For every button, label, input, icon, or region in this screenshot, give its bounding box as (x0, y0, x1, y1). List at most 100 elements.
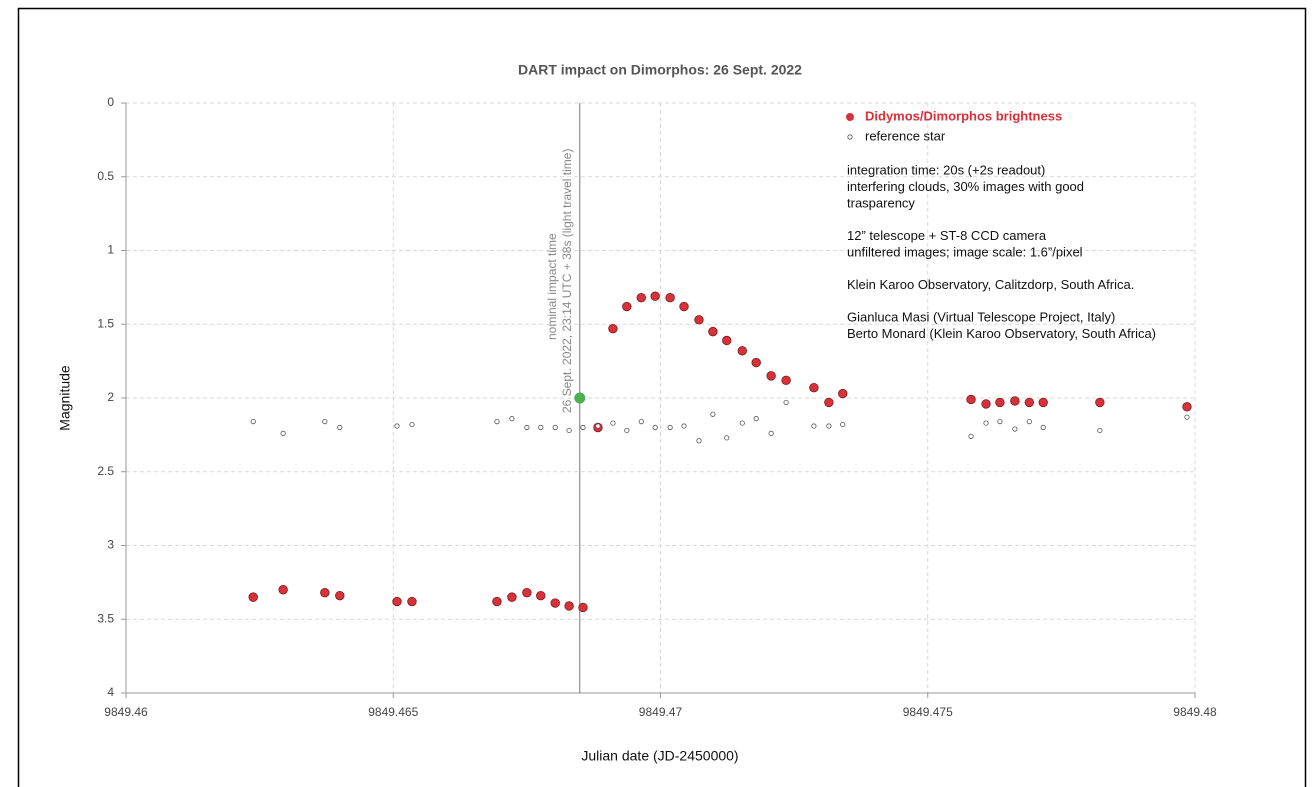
y-tick-label: 3.5 (97, 611, 114, 625)
note-line: interfering clouds, 30% images with good (847, 179, 1084, 194)
impact-annotation: nominal impact time (545, 233, 559, 340)
y-tick-label: 1 (107, 243, 114, 257)
reference-point (826, 423, 832, 429)
brightness-point (708, 326, 718, 337)
y-tick-label: 0 (107, 95, 114, 109)
brightness-point (766, 371, 776, 381)
brightness-point (1010, 396, 1020, 406)
reference-point (681, 423, 687, 429)
legend-marker (847, 134, 853, 140)
y-tick-label: 1.5 (97, 316, 114, 330)
reference-point (710, 411, 716, 417)
reference-point (652, 424, 658, 431)
reference-point (768, 430, 774, 436)
reference-point (983, 420, 989, 426)
reference-point (783, 399, 789, 406)
reference-point (595, 423, 601, 429)
brightness-point (694, 315, 704, 325)
note-line: trasparency (847, 195, 915, 210)
note-line: integration time: 20s (+2s readout) (847, 162, 1045, 177)
reference-point (1040, 424, 1046, 431)
brightness-point (981, 399, 991, 409)
reference-point (580, 424, 586, 431)
brightness-point (636, 293, 646, 303)
brightness-point (564, 601, 574, 611)
brightness-point (407, 596, 417, 607)
x-tick-label: 9849.46 (104, 705, 148, 719)
reference-point (538, 424, 544, 431)
y-tick-label: 2.5 (97, 464, 114, 478)
brightness-point (679, 301, 689, 312)
brightness-point (650, 291, 660, 301)
brightness-point (1038, 397, 1048, 408)
reference-point (724, 435, 730, 441)
x-tick-label: 9849.48 (1173, 705, 1217, 719)
reference-point (624, 427, 630, 434)
legend-marker (846, 113, 854, 121)
reference-point (753, 416, 759, 422)
reference-point (1026, 418, 1032, 425)
brightness-point (522, 588, 532, 598)
brightness-point (737, 346, 747, 356)
brightness-point (608, 323, 618, 334)
brightness-point (722, 335, 732, 346)
note-line: unfiltered images; image scale: 1.6”/pix… (847, 244, 1083, 259)
brightness-point (392, 596, 402, 607)
reference-point (552, 424, 558, 431)
x-tick-label: 9849.47 (639, 705, 683, 719)
brightness-point (578, 602, 588, 613)
note-line: Klein Karoo Observatory, Calitzdorp, Sou… (847, 277, 1134, 292)
reference-point (409, 421, 415, 428)
reference-point (494, 418, 500, 425)
reference-point (524, 424, 530, 431)
brightness-point (751, 357, 761, 368)
brightness-point (1182, 402, 1192, 412)
note-line: 12” telescope + ST-8 CCD camera (847, 228, 1047, 243)
brightness-point (622, 301, 632, 312)
y-axis-label: Magnitude (57, 365, 73, 431)
brightness-point (1095, 397, 1105, 408)
brightness-point (278, 585, 288, 595)
brightness-point (824, 397, 834, 408)
brightness-point (995, 397, 1005, 408)
brightness-point (507, 592, 517, 602)
legend-label: Didymos/Dimorphos brightness (865, 108, 1062, 123)
reference-point (739, 420, 745, 426)
chart-title: DART impact on Dimorphos: 26 Sept. 2022 (518, 62, 802, 78)
brightness-point (809, 382, 819, 393)
reference-point (1012, 426, 1018, 432)
brightness-point (838, 388, 848, 399)
reference-point (638, 418, 644, 425)
reference-point (667, 424, 673, 431)
brightness-point (335, 590, 345, 601)
reference-point (610, 420, 616, 426)
legend-label: reference star (865, 128, 946, 143)
note-line: Gianluca Masi (Virtual Telescope Project… (847, 309, 1115, 324)
reference-point (811, 423, 817, 429)
impact-annotation: 26 Sept. 2022, 23:14 UTC + 38s (light tr… (560, 149, 574, 413)
brightness-point (665, 293, 675, 303)
brightness-point (536, 590, 546, 601)
reference-point (997, 418, 1003, 425)
reference-point (280, 430, 286, 436)
x-axis-label: Julian date (JD-2450000) (581, 748, 738, 764)
brightness-point (966, 394, 976, 405)
brightness-point (492, 596, 502, 607)
reference-point (322, 418, 328, 425)
y-tick-label: 2 (107, 390, 114, 404)
reference-point (696, 438, 702, 444)
brightness-point (248, 592, 258, 602)
brightness-point (1024, 397, 1035, 408)
reference-point (337, 424, 343, 431)
x-tick-label: 9849.475 (903, 705, 953, 719)
y-tick-label: 3 (107, 538, 114, 552)
reference-point (840, 421, 846, 428)
x-tick-label: 9849.465 (368, 705, 418, 719)
reference-point (509, 416, 515, 422)
reference-point (1184, 414, 1190, 420)
brightness-point (320, 588, 330, 598)
y-tick-label: 4 (107, 685, 114, 699)
y-tick-label: 0.5 (97, 169, 114, 183)
reference-point (566, 427, 572, 434)
